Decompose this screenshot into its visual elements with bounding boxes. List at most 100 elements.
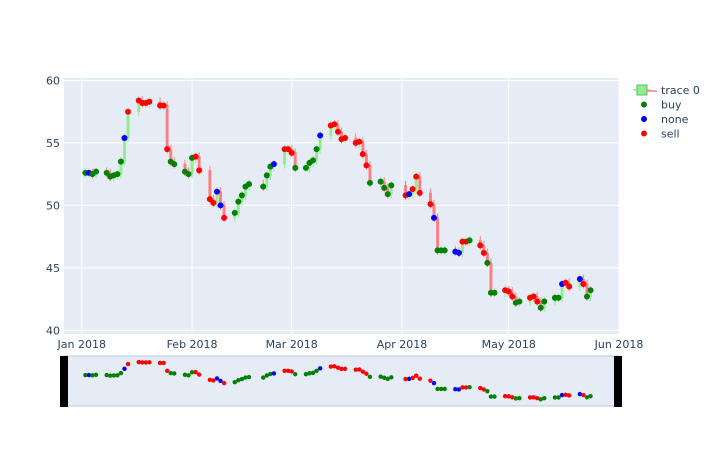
slider-marker-sell bbox=[164, 368, 170, 373]
legend-item-buy[interactable]: buy bbox=[641, 99, 682, 112]
signal-marker-buy bbox=[310, 157, 317, 164]
signal-marker-buy bbox=[103, 169, 110, 176]
slider-marker-sell bbox=[282, 368, 287, 373]
slider-marker-buy bbox=[438, 386, 444, 392]
slider-marker-sell bbox=[460, 385, 465, 390]
slider-marker-buy bbox=[467, 384, 472, 390]
slider-marker-sell bbox=[566, 393, 572, 398]
signal-marker-sell bbox=[409, 186, 416, 193]
signal-marker-sell bbox=[566, 283, 573, 290]
slider-marker-sell bbox=[140, 360, 145, 365]
slider-marker-none bbox=[271, 371, 277, 376]
range-slider-right-handle[interactable] bbox=[614, 356, 622, 407]
slider-marker-sell bbox=[581, 392, 586, 398]
slider-marker-buy bbox=[189, 370, 195, 375]
candle-body bbox=[165, 105, 169, 150]
signal-marker-none bbox=[121, 134, 128, 141]
slider-marker-sell bbox=[339, 366, 344, 372]
signal-marker-buy bbox=[377, 178, 384, 185]
legend-marker bbox=[641, 116, 647, 122]
signal-marker-none bbox=[431, 214, 437, 221]
x-tick-label: Apr 2018 bbox=[377, 338, 428, 351]
signal-marker-sell bbox=[196, 167, 203, 174]
slider-marker-none bbox=[406, 376, 412, 382]
slider-marker-sell bbox=[403, 376, 408, 382]
slider-marker-sell bbox=[478, 385, 483, 391]
legend-item-trace-0[interactable]: trace 0 bbox=[633, 84, 700, 97]
slider-marker-buy bbox=[307, 371, 312, 376]
y-tick-label: 55 bbox=[46, 137, 60, 150]
signal-marker-sell bbox=[221, 214, 228, 221]
slider-marker-buy bbox=[104, 372, 109, 378]
slider-marker-buy bbox=[93, 372, 99, 378]
signal-marker-sell bbox=[210, 199, 217, 206]
slider-marker-none bbox=[317, 366, 323, 371]
range-slider-markers bbox=[83, 359, 593, 402]
slider-marker-sell bbox=[481, 387, 487, 392]
range-slider[interactable] bbox=[60, 355, 622, 407]
legend-item-sell[interactable]: sell bbox=[641, 128, 680, 141]
signal-marker-buy bbox=[260, 183, 267, 190]
signal-marker-buy bbox=[541, 298, 548, 305]
range-slider-left-handle[interactable] bbox=[60, 356, 68, 407]
slider-marker-none bbox=[86, 372, 92, 378]
signal-marker-none bbox=[455, 249, 462, 256]
slider-marker-sell bbox=[414, 373, 419, 378]
signal-marker-sell bbox=[477, 242, 484, 249]
legend-marker bbox=[641, 101, 647, 108]
slider-marker-buy bbox=[268, 371, 273, 377]
slider-marker-buy bbox=[303, 371, 309, 377]
signal-marker-sell bbox=[146, 98, 153, 105]
slider-marker-sell bbox=[207, 377, 213, 382]
slider-marker-buy bbox=[485, 389, 490, 394]
signal-marker-buy bbox=[388, 182, 395, 189]
slider-marker-sell bbox=[353, 367, 358, 372]
slider-marker-buy bbox=[381, 375, 387, 380]
legend-marker bbox=[641, 130, 647, 137]
slider-marker-sell bbox=[332, 364, 337, 369]
signal-marker-none bbox=[317, 132, 324, 139]
slider-marker-sell bbox=[463, 385, 469, 390]
slider-marker-sell bbox=[506, 394, 511, 399]
slider-marker-sell bbox=[285, 368, 291, 373]
range-slider-background bbox=[63, 355, 620, 407]
signal-marker-sell bbox=[534, 298, 541, 305]
x-tick-label: Mar 2018 bbox=[266, 338, 318, 351]
x-axis: Jan 2018 Feb 2018 Mar 2018 Apr 2018 May 2018… bbox=[57, 338, 644, 351]
slider-marker-buy bbox=[243, 375, 248, 380]
slider-marker-sell bbox=[527, 395, 533, 400]
signal-marker-buy bbox=[114, 171, 121, 178]
slider-marker-sell bbox=[410, 375, 415, 381]
signal-marker-sell bbox=[427, 201, 434, 208]
signal-marker-sell bbox=[413, 173, 420, 180]
signal-marker-sell bbox=[342, 134, 349, 141]
signal-marker-sell bbox=[562, 279, 569, 286]
slider-marker-sell bbox=[534, 395, 540, 401]
legend-item-none[interactable]: none bbox=[641, 113, 689, 126]
signal-marker-buy bbox=[587, 287, 594, 294]
slider-marker-sell bbox=[289, 369, 294, 374]
slider-marker-buy bbox=[293, 371, 298, 377]
slider-marker-sell bbox=[364, 371, 369, 376]
candle-body bbox=[489, 262, 493, 294]
slider-marker-buy bbox=[239, 376, 245, 382]
slider-marker-sell bbox=[360, 369, 366, 374]
signal-marker-sell bbox=[509, 293, 516, 300]
signal-marker-none bbox=[213, 188, 220, 195]
slider-marker-buy bbox=[584, 395, 590, 400]
signal-marker-sell bbox=[363, 162, 370, 169]
slider-marker-sell bbox=[417, 376, 422, 381]
signal-marker-buy bbox=[366, 179, 373, 186]
slider-marker-none bbox=[559, 392, 565, 398]
signal-marker-sell bbox=[530, 293, 537, 300]
slider-marker-buy bbox=[118, 370, 124, 376]
signal-marker-sell bbox=[125, 108, 132, 115]
slider-marker-sell bbox=[531, 395, 536, 400]
slider-marker-buy bbox=[552, 395, 558, 400]
slider-marker-buy bbox=[538, 397, 543, 402]
slider-marker-none bbox=[453, 386, 458, 392]
signal-marker-buy bbox=[117, 158, 124, 165]
main-plot-background bbox=[64, 78, 619, 334]
slider-marker-sell bbox=[125, 361, 131, 367]
